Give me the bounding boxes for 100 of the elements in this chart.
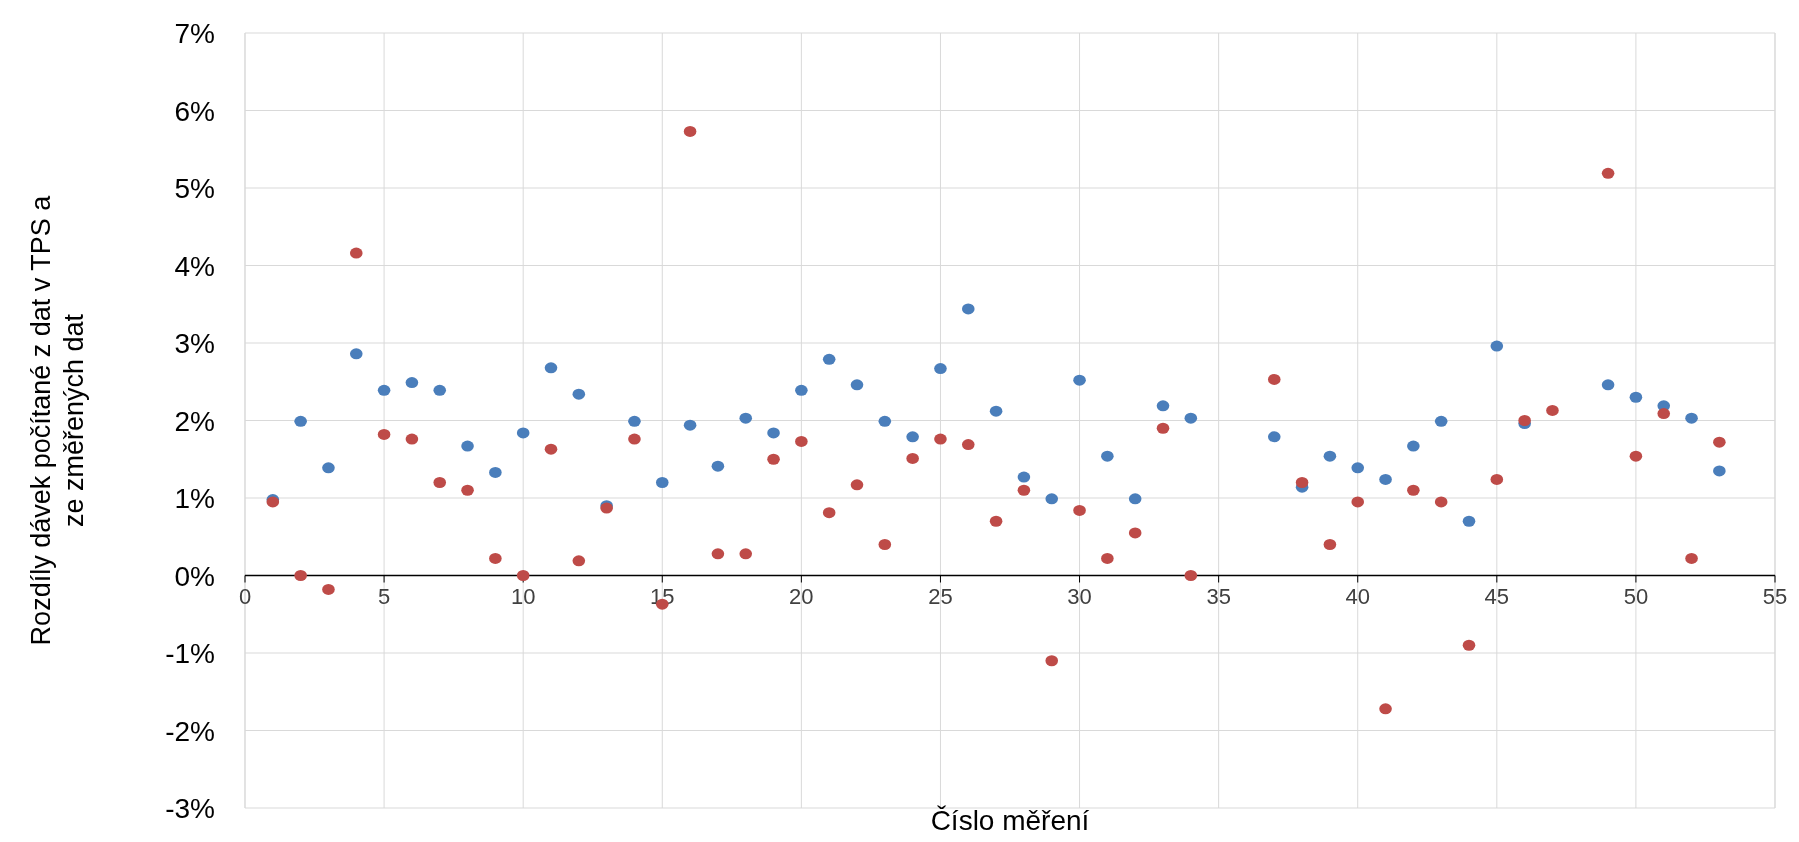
point	[989, 405, 1003, 417]
y-tick-label: -3%	[165, 793, 215, 824]
point	[711, 460, 725, 472]
point	[655, 477, 669, 488]
x-tick-label: 40	[1345, 583, 1370, 609]
point	[1073, 374, 1086, 386]
point	[377, 384, 391, 396]
point	[1462, 639, 1476, 651]
point	[1128, 493, 1142, 505]
point	[822, 353, 836, 365]
point	[906, 452, 919, 464]
point	[683, 419, 697, 431]
x-tick-label: 50	[1623, 583, 1649, 609]
y-tick-label: -1%	[165, 638, 215, 669]
point	[1601, 379, 1615, 391]
point	[1351, 496, 1365, 508]
point	[322, 583, 335, 595]
point	[1184, 570, 1198, 581]
point	[544, 362, 558, 374]
point	[989, 515, 1003, 527]
x-tick-label: 25	[928, 583, 953, 609]
point	[1017, 471, 1031, 483]
point	[1101, 450, 1114, 462]
point	[906, 431, 919, 443]
point	[767, 453, 780, 465]
point	[349, 247, 363, 259]
point	[433, 477, 447, 488]
point	[461, 484, 474, 496]
y-tick-label: 2%	[174, 405, 215, 437]
point	[934, 433, 947, 445]
point	[461, 440, 474, 452]
point	[1657, 408, 1671, 420]
point	[1407, 440, 1420, 452]
y-tick-label: -2%	[165, 715, 215, 747]
point	[1295, 477, 1309, 488]
point	[1045, 655, 1059, 667]
x-tick-label: 0	[238, 583, 252, 609]
y-tick-label: 3%	[174, 328, 215, 359]
y-axis-title: Rozdíly dávek počítané z dat v TPS a ze změřených dat	[26, 194, 89, 646]
x-tick-label: 30	[1067, 583, 1092, 609]
point	[1713, 436, 1726, 448]
x-tick-label: 55	[1762, 583, 1788, 609]
point	[822, 507, 836, 519]
point	[1490, 473, 1504, 485]
point	[961, 439, 975, 451]
point	[878, 415, 892, 427]
point	[1184, 412, 1198, 424]
point	[850, 379, 864, 391]
x-tick-label: 5	[377, 583, 391, 609]
x-tick-label: 10	[510, 583, 536, 609]
point	[489, 552, 502, 564]
point	[1629, 450, 1643, 462]
point	[1434, 496, 1448, 508]
point	[349, 348, 363, 360]
y-tick-label: 1%	[174, 483, 215, 514]
point	[1267, 373, 1281, 385]
point	[961, 303, 975, 315]
point	[1713, 465, 1726, 477]
point	[433, 384, 447, 396]
y-tick-label: 4%	[174, 250, 215, 282]
point	[516, 427, 530, 439]
point	[294, 415, 307, 427]
y-tick-label: 7%	[174, 18, 215, 49]
x-tick-label: 20	[789, 583, 814, 609]
point	[1156, 422, 1170, 434]
point	[1323, 539, 1337, 550]
point	[572, 555, 586, 567]
point	[1267, 431, 1281, 443]
point	[628, 433, 641, 445]
point	[1685, 552, 1698, 564]
y-tick-label: 6%	[174, 95, 215, 127]
point	[1434, 415, 1448, 427]
point	[1407, 484, 1420, 496]
x-tick-label: 35	[1206, 583, 1231, 609]
point	[572, 388, 586, 400]
point	[767, 427, 780, 439]
point	[934, 363, 947, 375]
point	[1629, 391, 1643, 403]
point	[405, 433, 419, 445]
x-axis-title: Číslo měření	[930, 805, 1090, 836]
point	[544, 443, 558, 455]
point	[1490, 340, 1504, 352]
y-tick-label: 0%	[174, 560, 215, 592]
point	[628, 415, 641, 427]
point	[1128, 527, 1142, 539]
point	[711, 548, 725, 560]
point	[516, 570, 530, 581]
y-tick-label: 5%	[174, 173, 215, 204]
point	[1351, 462, 1365, 474]
point	[1101, 552, 1114, 564]
point	[322, 462, 335, 474]
point	[739, 548, 753, 560]
point	[850, 479, 864, 491]
point	[1156, 400, 1170, 412]
point	[489, 466, 502, 478]
point	[294, 570, 307, 581]
point	[878, 539, 892, 550]
point	[1323, 450, 1337, 462]
point	[1073, 504, 1086, 516]
point	[795, 384, 808, 396]
